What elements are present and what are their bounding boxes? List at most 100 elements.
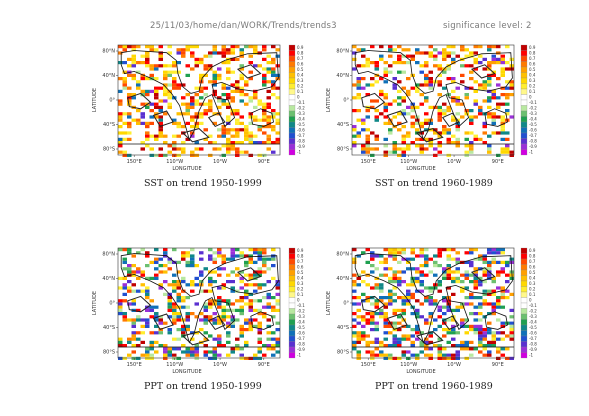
colorbar-label: 0 [529,298,532,303]
significance-contour [181,128,210,143]
heatmap-cell [487,96,492,100]
heatmap-cell [356,131,361,135]
heatmap-cell [190,312,195,316]
heatmap-cell [487,312,492,316]
heatmap-cell [248,153,253,157]
heatmap-cell [487,105,492,109]
heatmap-cell [487,115,492,119]
heatmap-cell [217,248,222,252]
heatmap-cell [122,248,127,252]
heatmap-cell [428,121,433,125]
heatmap-cell [473,312,478,316]
colorbar-label: -0.6 [297,128,305,133]
heatmap-cell [208,51,213,55]
heatmap-cell [203,331,208,335]
heatmap-cell [491,308,496,312]
heatmap-cell [158,315,163,319]
heatmap-cell [451,115,456,119]
heatmap-cell [424,257,429,261]
heatmap-cell [244,128,249,132]
heatmap-cell [370,131,375,135]
heatmap-cell [383,144,388,148]
heatmap-cell [424,248,429,252]
heatmap-cell [424,147,429,151]
heatmap-cell [352,344,357,348]
heatmap-cell [235,112,240,116]
heatmap-cell [415,86,420,90]
heatmap-cell [410,267,415,271]
heatmap-cell [185,48,190,52]
heatmap-cell [424,64,429,68]
heatmap-cell [424,112,429,116]
heatmap-cell [131,270,136,274]
heatmap-cell [185,109,190,113]
heatmap-cell [365,273,370,277]
heatmap-cell [419,64,424,68]
heatmap-cell [356,340,361,344]
colorbar-label: -0.7 [297,336,305,341]
heatmap-cell [388,121,393,125]
heatmap-cell [419,289,424,293]
heatmap-cell [262,270,267,274]
heatmap-cell [154,134,159,138]
heatmap-cell [356,334,361,338]
heatmap-cell [257,340,262,344]
heatmap-cell [491,280,496,284]
heatmap-cell [244,260,249,264]
heatmap-cell [451,99,456,103]
heatmap-cell [221,308,226,312]
heatmap-cell [167,296,172,300]
colorbar-label: -0.1 [297,100,305,105]
heatmap-cell [374,267,379,271]
heatmap-cell [154,248,159,252]
heatmap-cell [131,321,136,325]
heatmap-cell [158,118,163,122]
heatmap-cell [266,105,271,109]
heatmap-cell [446,331,451,335]
colorbar-label: 0.2 [529,287,536,292]
heatmap-cell [365,141,370,145]
heatmap-cell [415,289,420,293]
heatmap-cell [482,334,487,338]
heatmap-cell [469,328,474,332]
heatmap-cell [226,86,231,90]
heatmap-cell [352,324,357,328]
heatmap-cell [253,353,258,357]
heatmap-cell [451,51,456,55]
heatmap-cell [410,292,415,296]
heatmap-cell [451,45,456,49]
heatmap-cell [509,356,514,360]
colorbar-label: 0.2 [297,84,304,89]
heatmap-cell [217,334,222,338]
heatmap-cell [442,273,447,277]
heatmap-cell [158,264,163,268]
heatmap-cell [397,128,402,132]
heatmap-cell [172,248,177,252]
heatmap-cell [226,137,231,141]
colorbar-swatch [288,297,296,304]
heatmap-cell [491,57,496,61]
y-tick-label: 0° [109,98,115,104]
heatmap-cell [158,153,163,157]
heatmap-cell [442,305,447,309]
heatmap-cell [248,260,253,264]
heatmap-cell [433,264,438,268]
heatmap-cell [122,292,127,296]
heatmap-cell [419,93,424,97]
colorbar-label: -0.5 [297,122,305,127]
heatmap-cell [131,118,136,122]
heatmap-cell [374,328,379,332]
heatmap-cell [374,115,379,119]
heatmap-cell [230,141,235,145]
heatmap-cell [244,45,249,49]
heatmap-cell [131,302,136,306]
colorbar-swatch [288,99,296,106]
heatmap-cell [118,276,123,280]
heatmap-cell [248,77,253,81]
heatmap-cell [226,273,231,277]
heatmap-cell [379,308,384,312]
colorbar-label: -0.5 [529,122,537,127]
heatmap-cell [433,273,438,277]
heatmap-cell [140,54,145,58]
heatmap-cell [473,324,478,328]
